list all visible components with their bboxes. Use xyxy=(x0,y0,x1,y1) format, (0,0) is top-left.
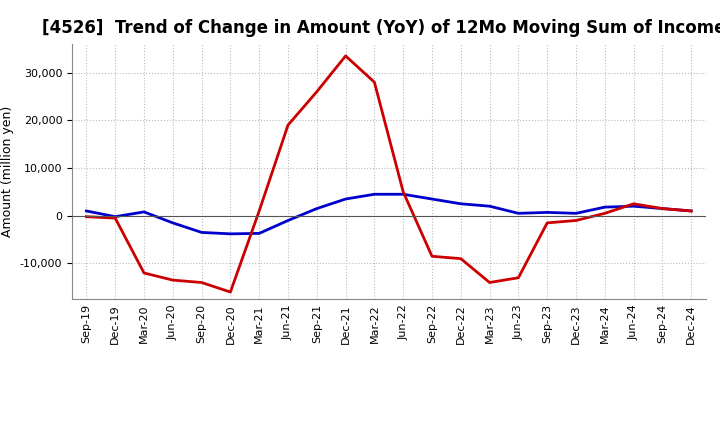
Net Income xyxy=(514,275,523,280)
Ordinary Income xyxy=(572,211,580,216)
Ordinary Income xyxy=(658,206,667,211)
Ordinary Income xyxy=(514,211,523,216)
Net Income xyxy=(629,201,638,206)
Ordinary Income xyxy=(168,220,177,226)
Net Income xyxy=(168,278,177,283)
Ordinary Income xyxy=(399,191,408,197)
Ordinary Income xyxy=(255,231,264,236)
Y-axis label: Amount (million yen): Amount (million yen) xyxy=(1,106,14,237)
Net Income xyxy=(428,253,436,259)
Net Income xyxy=(543,220,552,226)
Ordinary Income xyxy=(82,208,91,213)
Net Income xyxy=(111,216,120,221)
Net Income xyxy=(312,89,321,94)
Net Income xyxy=(255,208,264,213)
Net Income xyxy=(572,218,580,223)
Line: Net Income: Net Income xyxy=(86,56,691,292)
Ordinary Income xyxy=(226,231,235,236)
Net Income xyxy=(341,53,350,59)
Ordinary Income xyxy=(140,209,148,215)
Ordinary Income xyxy=(341,196,350,202)
Ordinary Income xyxy=(600,205,609,210)
Ordinary Income xyxy=(197,230,206,235)
Ordinary Income xyxy=(543,210,552,215)
Net Income xyxy=(399,189,408,194)
Net Income xyxy=(600,211,609,216)
Line: Ordinary Income: Ordinary Income xyxy=(86,194,691,234)
Net Income xyxy=(226,290,235,295)
Net Income xyxy=(485,280,494,285)
Ordinary Income xyxy=(456,201,465,206)
Net Income xyxy=(370,80,379,85)
Net Income xyxy=(82,214,91,219)
Net Income xyxy=(658,206,667,211)
Net Income xyxy=(284,122,292,128)
Title: [4526]  Trend of Change in Amount (YoY) of 12Mo Moving Sum of Incomes: [4526] Trend of Change in Amount (YoY) o… xyxy=(42,19,720,37)
Ordinary Income xyxy=(629,204,638,209)
Net Income xyxy=(456,256,465,261)
Net Income xyxy=(140,270,148,275)
Ordinary Income xyxy=(687,208,696,213)
Ordinary Income xyxy=(284,218,292,223)
Legend: Ordinary Income, Net Income: Ordinary Income, Net Income xyxy=(230,439,548,440)
Ordinary Income xyxy=(428,196,436,202)
Ordinary Income xyxy=(312,206,321,211)
Ordinary Income xyxy=(485,204,494,209)
Net Income xyxy=(197,280,206,285)
Ordinary Income xyxy=(111,214,120,219)
Net Income xyxy=(687,208,696,213)
Ordinary Income xyxy=(370,191,379,197)
